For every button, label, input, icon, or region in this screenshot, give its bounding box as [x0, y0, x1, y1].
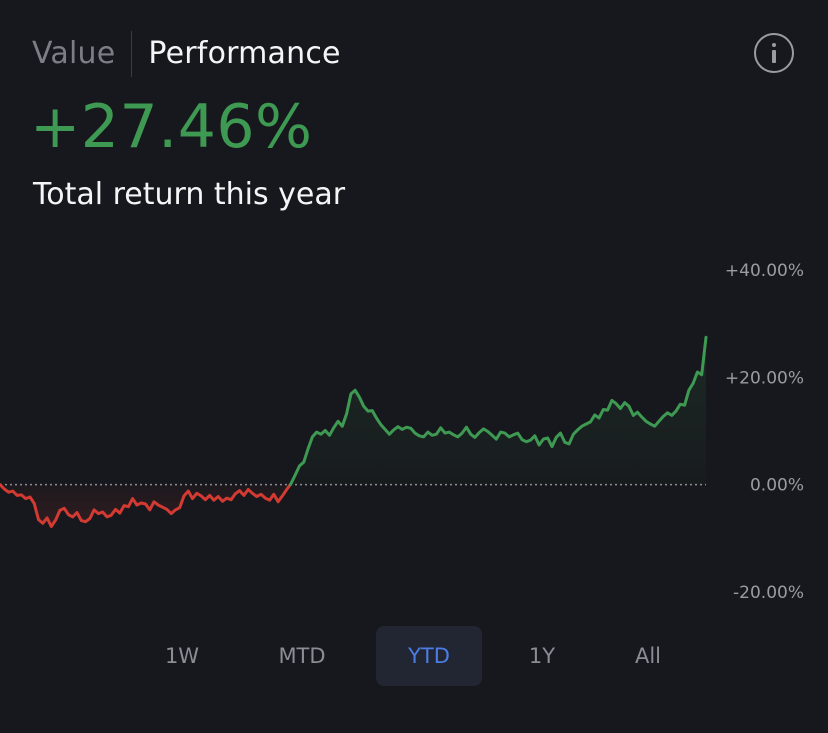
total-return-caption: Total return this year	[33, 177, 346, 212]
range-1w-button[interactable]: 1W	[164, 644, 200, 668]
tab-performance[interactable]: Performance	[148, 36, 341, 71]
series-line-positive	[288, 335, 708, 487]
tab-value[interactable]: Value	[32, 36, 116, 71]
range-1y-button[interactable]: 1Y	[528, 644, 556, 668]
info-icon[interactable]	[754, 33, 794, 73]
range-all-button[interactable]: All	[634, 644, 662, 668]
range-mtd-button[interactable]: MTD	[278, 644, 326, 668]
y-tick-label: +40.00%	[725, 261, 804, 281]
positive-area	[290, 337, 706, 485]
range-ytd-button[interactable]: YTD	[376, 626, 482, 686]
total-return-value: +27.46%	[30, 92, 313, 162]
tab-divider	[131, 31, 133, 77]
y-tick-label: -20.00%	[733, 583, 804, 603]
y-tick-label: +20.00%	[725, 368, 804, 388]
y-axis: +40.00% +20.00% 0.00% -20.00%	[725, 261, 804, 603]
y-tick-label: 0.00%	[750, 476, 804, 496]
info-icon-bar	[772, 50, 776, 63]
range-selector: 1W MTD YTD 1Y All	[0, 626, 828, 686]
series-line-negative	[0, 483, 292, 528]
view-tabs: Value Performance	[32, 31, 341, 77]
performance-chart: +40.00% +20.00% 0.00% -20.00%	[0, 261, 804, 603]
info-icon-dot	[772, 43, 776, 47]
